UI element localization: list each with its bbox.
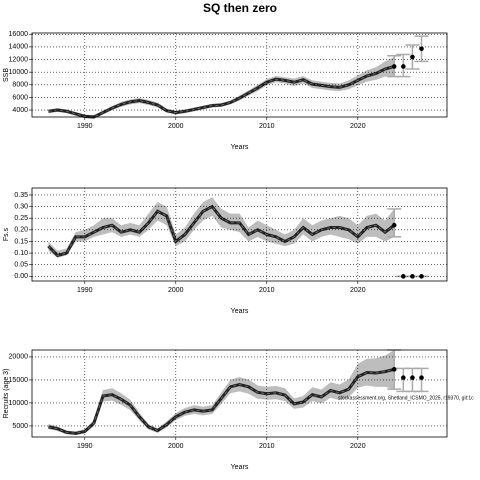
y-tick-label: 14000 [9,44,29,51]
x-axis-label: Years [231,144,249,151]
projection-point [419,274,424,279]
x-tick-label: 2000 [168,123,184,130]
confidence-band [48,57,395,119]
estimate-line [48,65,395,119]
plot-frame [31,187,448,282]
projection-point [391,222,397,228]
y-tick-label: 0.05 [14,262,28,269]
x-tick-label: 2010 [259,443,275,450]
plot-frame [31,32,448,118]
y-tick-label: 20000 [9,354,29,361]
y-tick-label: 0.00 [14,273,28,280]
projection-point [410,54,415,60]
projection-point [391,64,397,69]
x-tick-label: 1990 [77,123,93,130]
projection-point [401,375,406,380]
x-axis-label: Years [231,464,249,471]
projection-point [419,46,424,52]
y-tick-label: 8000 [12,82,28,89]
x-tick-label: 2010 [259,123,275,130]
x-tick-label: 2010 [259,287,275,294]
estimate-line-dash [48,66,395,118]
y-axis-label: SSB [3,68,10,82]
y-tick-label: 12000 [9,56,29,63]
projection-point [419,375,424,380]
y-tick-label: 0.20 [14,227,28,234]
projection-point [410,375,415,380]
x-axis-label: Years [231,308,249,315]
y-tick-label: 0.10 [14,250,28,257]
x-tick-label: 1990 [77,443,93,450]
y-tick-label: 0.25 [14,215,28,222]
y-tick-label: 5000 [12,423,28,430]
annotation: stockassessment.org, Shetland_ICSMO_2025… [338,395,474,401]
projection-point [410,274,415,279]
y-tick-label: 16000 [9,31,29,38]
y-axis-label: Recruits (age 3) [3,369,10,419]
x-tick-label: 2020 [350,287,366,294]
confidence-band [48,350,395,436]
estimate-line-dash [48,368,395,434]
x-tick-label: 2020 [350,443,366,450]
projection-point [391,367,397,372]
y-tick-label: 10000 [9,69,29,76]
projection-point [401,274,406,279]
y-tick-label: 10000 [9,400,29,407]
projection-point [401,64,406,69]
x-tick-label: 2020 [350,123,366,130]
y-tick-label: 0.15 [14,238,28,245]
y-tick-label: 4000 [12,107,28,114]
chart-title: SQ then zero [203,1,277,15]
plot-frame [31,349,448,438]
x-tick-label: 2000 [168,443,184,450]
y-tick-label: 0.35 [14,192,28,199]
y-tick-label: 0.30 [14,203,28,210]
x-tick-label: 2000 [168,287,184,294]
y-tick-label: 6000 [12,94,28,101]
x-tick-label: 1990 [77,287,93,294]
y-axis-label: Fs.s [3,227,10,241]
y-tick-label: 15000 [9,377,29,384]
